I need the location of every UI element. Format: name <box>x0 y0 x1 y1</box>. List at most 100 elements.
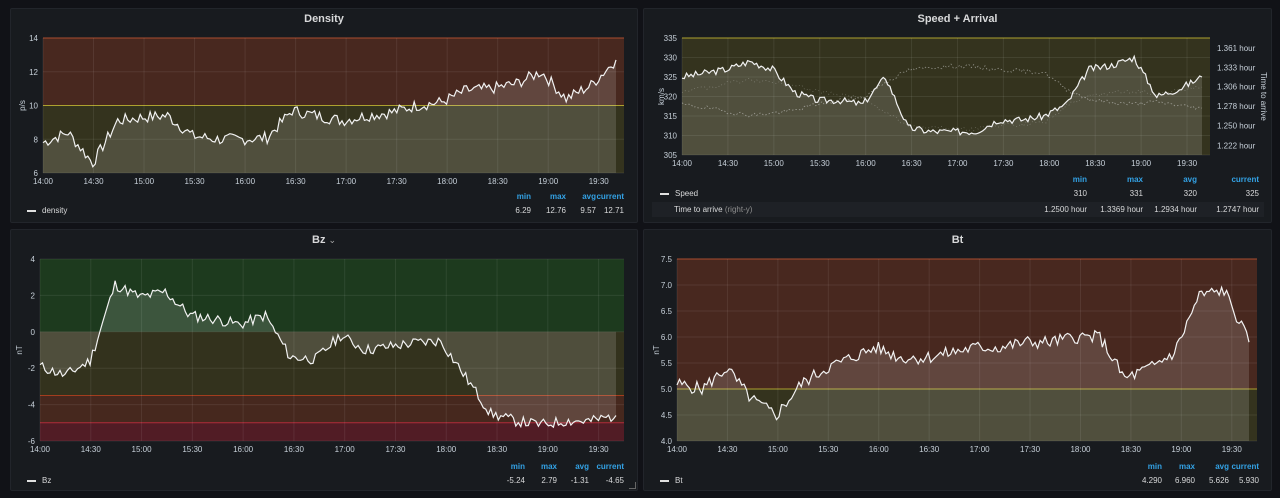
x-tick-label: 16:00 <box>856 159 877 168</box>
y-tick-label: 330 <box>664 54 678 63</box>
legend-header-avg[interactable]: avg <box>1183 175 1197 184</box>
y-tick-label: 6 <box>34 169 39 178</box>
legend-header-min[interactable]: min <box>510 462 525 471</box>
x-tick-label: 14:00 <box>33 177 54 186</box>
x-tick-label: 18:30 <box>1085 159 1106 168</box>
x-tick-label: 14:30 <box>84 177 105 186</box>
chevron-down-icon[interactable]: ⌄ <box>328 235 336 245</box>
legend-arrival-min: 1.2500 hour <box>1044 205 1087 214</box>
x-tick-label: 18:30 <box>487 445 508 454</box>
legend-series-speed[interactable]: Speed <box>660 189 698 198</box>
series-area-density <box>43 59 616 173</box>
legend-arrival-current: 1.2747 hour <box>1216 205 1259 214</box>
x-tick-label: 16:30 <box>919 445 940 454</box>
x-tick-label: 14:00 <box>672 159 693 168</box>
y-tick-label: 2 <box>31 291 36 300</box>
series-line-time-to-arrive <box>681 63 1203 118</box>
legend-avg-value: 5.626 <box>1208 476 1229 485</box>
x-tick-label: 19:00 <box>1131 159 1152 168</box>
y-right-axis-label: Time to arrive <box>1259 72 1268 121</box>
legend-swatch <box>27 479 36 482</box>
legend-header-max[interactable]: max <box>549 192 566 201</box>
chart-bz: 4 2 0 -2 -4 -614:00 14:30 15:00 15:30 16:00 16:30 1… <box>15 255 624 454</box>
legend-current-value: 12.71 <box>603 206 624 215</box>
y-tick-label: 6.0 <box>661 333 673 342</box>
panel-density: Density 14 12 10 8 6 14:00 14:30 15:00 15:30 16:0… <box>10 8 638 223</box>
y-tick-label: 320 <box>664 93 678 102</box>
y-axis-label: nT <box>652 345 661 354</box>
x-tick-label: 15:30 <box>182 445 203 454</box>
legend-swatch <box>27 209 36 212</box>
series-line-Bz <box>39 280 617 429</box>
legend-swatch <box>660 192 669 195</box>
y-tick-label: -2 <box>28 364 36 373</box>
legend-max-value: 2.79 <box>541 476 557 485</box>
x-tick-label: 15:00 <box>134 177 155 186</box>
panel-title-density[interactable]: Density <box>304 13 344 25</box>
y-tick-label: 0 <box>31 328 36 337</box>
legend-header-max[interactable]: max <box>1178 462 1195 471</box>
legend-header-avg[interactable]: avg <box>582 192 596 201</box>
x-tick-label: 18:00 <box>436 445 457 454</box>
x-tick-label: 15:00 <box>768 445 789 454</box>
panel-title-bt[interactable]: Bt <box>951 234 964 246</box>
legend-header-min[interactable]: min <box>1072 175 1087 184</box>
y-right-tick-label: 1.278 hour <box>1217 102 1256 111</box>
legend-speed-current: 325 <box>1245 189 1259 198</box>
legend-header-current[interactable]: current <box>1231 462 1259 471</box>
panel-speed-arrival: Speed + Arrival 335 330 325 320 315 310 305 14:… <box>643 8 1272 223</box>
legend-speed-max: 331 <box>1129 189 1143 198</box>
legend-series-bz[interactable]: Bz <box>27 476 51 485</box>
x-tick-label: 16:30 <box>286 177 307 186</box>
panel-bz: Bz ⌄ 4 2 0 -2 -4 -6 14:00 14:30 15:00 15:30 16:00 16… <box>10 229 638 491</box>
legend-series-time-to-arrive[interactable]: Time to arrive (right-y) <box>674 205 753 214</box>
legend-header-avg[interactable]: avg <box>575 462 589 471</box>
y-tick-label: 310 <box>664 132 678 141</box>
x-tick-label: 19:30 <box>589 445 610 454</box>
x-tick-label: 14:30 <box>718 159 739 168</box>
x-tick-label: 15:00 <box>764 159 785 168</box>
x-tick-label: 14:00 <box>30 445 51 454</box>
legend-header-current[interactable]: current <box>596 462 624 471</box>
legend-header-min[interactable]: min <box>1147 462 1162 471</box>
panel-title-bz[interactable]: Bz ⌄ <box>312 234 336 246</box>
legend-header-max[interactable]: max <box>540 462 557 471</box>
chart-density: 14 12 10 8 614:00 14:30 15:00 15:30 16:00 16:30 17… <box>18 34 624 186</box>
panel-bt: Bt 7.5 7.0 6.5 6.0 5.5 5.0 4.5 4.0 14:00 14:30 15:… <box>643 229 1272 491</box>
x-tick-label: 14:30 <box>81 445 102 454</box>
series-area-Bt <box>677 287 1249 441</box>
y-tick-label: 7.5 <box>661 255 673 264</box>
x-tick-label: 15:30 <box>185 177 206 186</box>
y-tick-label: 12 <box>29 68 38 77</box>
x-tick-label: 17:00 <box>947 159 968 168</box>
x-tick-label: 17:30 <box>385 445 406 454</box>
series-line-Speed <box>681 54 1203 136</box>
x-tick-label: 19:30 <box>589 177 610 186</box>
y-axis-label: km/s <box>657 88 666 105</box>
x-tick-label: 14:30 <box>717 445 738 454</box>
x-tick-label: 19:00 <box>538 177 559 186</box>
x-tick-label: 17:00 <box>335 445 356 454</box>
panel-title-speed-arrival[interactable]: Speed + Arrival <box>917 13 998 25</box>
y-tick-label: 7.0 <box>661 281 673 290</box>
y-tick-label: 4.5 <box>661 411 673 420</box>
x-tick-label: 17:00 <box>970 445 991 454</box>
threshold-band <box>40 395 624 423</box>
legend-header-min[interactable]: min <box>516 192 531 201</box>
y-tick-label: 5.0 <box>661 385 673 394</box>
legend-header-max[interactable]: max <box>1126 175 1143 184</box>
x-tick-label: 15:00 <box>132 445 153 454</box>
legend-min-value: 6.29 <box>515 206 531 215</box>
threshold-band <box>43 38 624 106</box>
legend-min-value: -5.24 <box>506 476 525 485</box>
panel-resize-handle[interactable] <box>629 482 636 489</box>
legend-header-current[interactable]: current <box>1231 175 1259 184</box>
legend-max-value: 6.960 <box>1174 476 1195 485</box>
x-tick-label: 18:00 <box>437 177 458 186</box>
legend-series-bt[interactable]: Bt <box>660 476 683 485</box>
legend-series-density[interactable]: density <box>27 206 67 215</box>
y-tick-label: 8 <box>34 135 39 144</box>
legend-header-avg[interactable]: avg <box>1215 462 1229 471</box>
legend-header-current[interactable]: current <box>596 192 624 201</box>
